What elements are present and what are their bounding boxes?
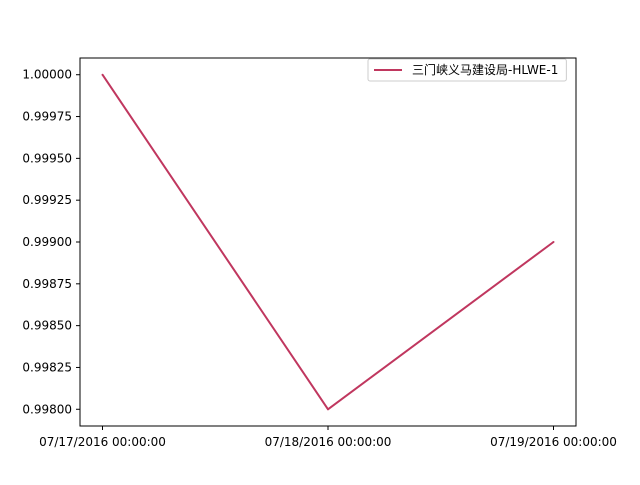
data-point [327, 408, 329, 411]
x-tick-label: 07/17/2016 00:00:00 [39, 435, 166, 449]
y-tick-label: 0.99950 [22, 151, 72, 165]
y-axis: 0.99800 0.99825 0.99850 0.99875 0.99900 0.999… [22, 68, 80, 416]
y-tick-label: 0.99925 [22, 193, 72, 207]
legend-box [367, 58, 567, 82]
y-tick-label: 0.99900 [22, 235, 72, 249]
x-axis: 07/17/2016 00:00:00 07/18/2016 00:00:00 07… [39, 426, 617, 449]
y-tick-label: 0.99875 [22, 277, 72, 291]
y-tick-label: 0.99800 [22, 402, 72, 416]
legend: 三门峡义马建设局-HLWE-1 [367, 58, 567, 82]
data-point [552, 241, 555, 243]
data-point [101, 73, 104, 76]
y-tick-label: 1.00000 [22, 68, 72, 82]
x-tick-label: 07/19/2016 00:00:00 [490, 435, 617, 449]
y-tick-label: 0.99850 [22, 319, 72, 333]
y-tick-label: 0.99975 [22, 110, 72, 124]
legend-label: 三门峡义马建设局-HLWE-1 [412, 62, 558, 77]
series-layer [101, 73, 555, 411]
x-tick-label: 07/18/2016 00:00:00 [265, 435, 392, 449]
y-tick-label: 0.99825 [22, 360, 72, 374]
